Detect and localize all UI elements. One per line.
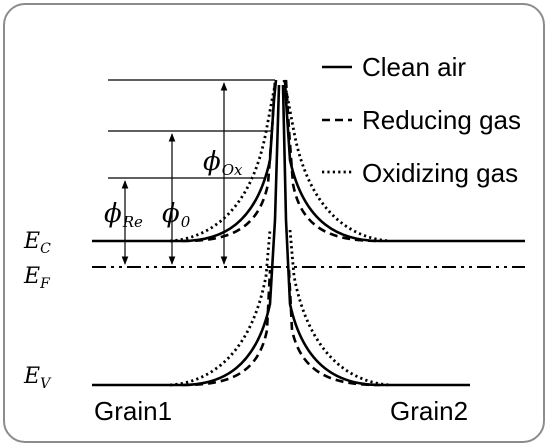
valence-band-clean-air-right — [281, 84, 470, 387]
valence-band-reducing-gas — [181, 269, 272, 387]
grain2-label: Grain2 — [390, 396, 468, 426]
valence-band-clean-air — [92, 84, 281, 387]
legend-label-oxidizing-gas: Oxidizing gas — [362, 158, 518, 188]
ec-label: EC — [23, 229, 51, 257]
valence-band-oxidizing-gas-right — [288, 229, 391, 387]
grain1-label: Grain1 — [94, 396, 172, 426]
phi-ox-label: ϕOx — [203, 147, 243, 179]
conduction-band-clean-air — [92, 79, 278, 243]
conduction-band-reducing-gas-right — [284, 79, 381, 243]
valence-band-reducing-gas-right — [287, 269, 381, 387]
legend-label-clean-air: Clean air — [362, 52, 466, 82]
conduction-band-oxidizing-gas — [169, 79, 278, 243]
legend-label-reducing-gas: Reducing gas — [362, 105, 521, 135]
ev-label: EV — [23, 364, 52, 392]
valence-band-oxidizing-gas — [169, 229, 272, 387]
ef-label: EF — [23, 264, 51, 292]
conduction-band-reducing-gas — [181, 79, 277, 243]
phi-re-label: ϕRe — [104, 199, 143, 231]
phi-zero-label: ϕ0 — [162, 199, 191, 231]
